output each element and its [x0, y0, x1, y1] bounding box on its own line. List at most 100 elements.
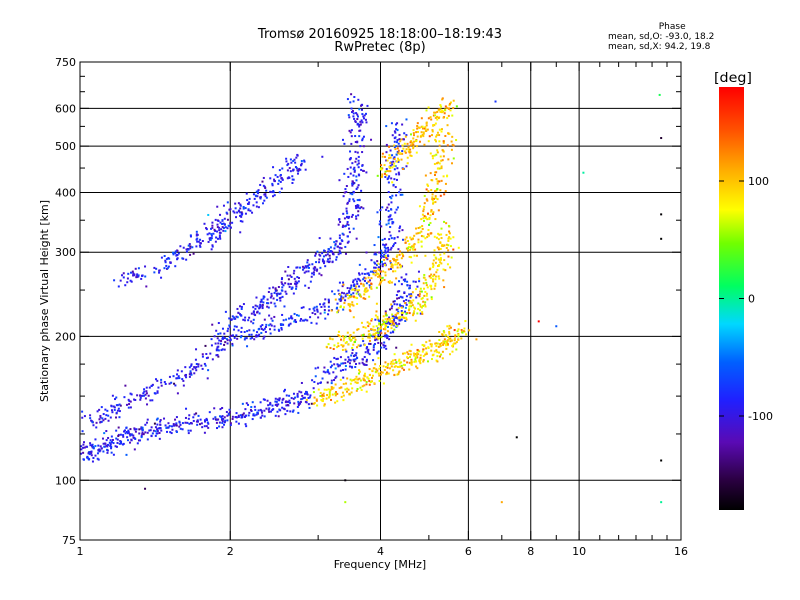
echo-point	[207, 240, 210, 243]
echo-point	[87, 457, 90, 460]
echo-point	[451, 135, 454, 138]
echo-point	[349, 339, 352, 342]
echo-point	[368, 274, 371, 277]
echo-point	[205, 227, 208, 230]
echo-point	[408, 349, 411, 352]
echo-point	[350, 286, 353, 289]
echo-point	[127, 429, 130, 432]
echo-point	[327, 258, 330, 261]
echo-point	[431, 193, 434, 196]
echo-point	[401, 144, 404, 147]
echo-point	[349, 192, 352, 195]
echo-point	[381, 319, 384, 322]
echo-point	[393, 158, 396, 161]
echo-point	[174, 265, 177, 268]
echo-point	[214, 218, 217, 221]
echo-point	[457, 338, 460, 341]
echo-point	[423, 273, 426, 276]
echo-point	[217, 332, 220, 335]
echo-point	[434, 197, 437, 200]
echo-point	[347, 240, 350, 243]
echo-point	[272, 286, 275, 289]
echo-point	[437, 275, 440, 278]
echo-point	[438, 128, 441, 131]
echo-point	[396, 167, 399, 170]
echo-point	[154, 434, 157, 437]
echo-point	[368, 322, 371, 325]
echo-point	[357, 206, 360, 209]
echo-point	[444, 334, 447, 337]
echo-point	[153, 392, 156, 395]
echo-point	[443, 338, 446, 341]
echo-point	[100, 447, 103, 450]
echo-point	[250, 410, 253, 413]
echo-point	[259, 183, 262, 186]
echo-point	[115, 416, 118, 419]
echo-point	[297, 314, 300, 317]
echo-point	[310, 321, 313, 324]
echo-point	[348, 365, 351, 368]
echo-point	[355, 285, 358, 288]
echo-point	[400, 318, 403, 321]
echo-point	[444, 109, 447, 112]
echo-point	[406, 351, 409, 354]
echo-point	[378, 274, 381, 277]
echo-point	[415, 365, 418, 368]
echo-point	[134, 398, 137, 401]
echo-point	[452, 157, 455, 160]
echo-point	[379, 220, 382, 223]
echo-point	[419, 226, 422, 229]
echo-point	[348, 215, 351, 218]
echo-point	[172, 375, 175, 378]
echo-point	[276, 410, 279, 413]
echo-point	[427, 117, 430, 120]
echo-point	[283, 390, 286, 393]
echo-point	[439, 261, 442, 264]
echo-point	[141, 433, 144, 436]
echo-point	[417, 130, 420, 133]
echo-point	[433, 154, 436, 157]
echo-point	[262, 202, 265, 205]
echo-point	[383, 258, 386, 261]
echo-point	[334, 401, 337, 404]
echo-point	[223, 337, 226, 340]
echo-point	[371, 376, 374, 379]
echo-point	[445, 246, 448, 249]
echo-point	[443, 244, 446, 247]
echo-point	[439, 253, 442, 256]
echo-point	[389, 167, 392, 170]
echo-point	[442, 279, 445, 282]
echo-point	[346, 293, 349, 296]
echo-point	[150, 384, 153, 387]
echo-point	[319, 394, 322, 397]
echo-point	[346, 167, 349, 170]
echo-point	[396, 290, 399, 293]
echo-point	[244, 316, 247, 319]
echo-point	[114, 445, 117, 448]
echo-point	[436, 134, 439, 137]
echo-point	[342, 376, 345, 379]
echo-point	[430, 118, 433, 121]
echo-point	[263, 327, 266, 330]
echo-point	[201, 355, 204, 358]
echo-point	[80, 448, 83, 451]
echo-point	[443, 112, 446, 115]
echo-point	[210, 344, 213, 347]
echo-point	[217, 349, 220, 352]
echo-point	[288, 394, 291, 397]
echo-point	[288, 167, 291, 170]
echo-point	[418, 231, 421, 234]
echo-point	[263, 199, 266, 202]
echo-point	[417, 307, 420, 310]
echo-point	[129, 434, 132, 437]
echo-point	[660, 137, 663, 140]
echo-point	[288, 401, 291, 404]
echo-point	[375, 338, 378, 341]
echo-point	[324, 298, 327, 301]
echo-point	[323, 311, 326, 314]
echo-point	[430, 358, 433, 361]
echo-point	[412, 137, 415, 140]
echo-point	[332, 371, 335, 374]
echo-point	[434, 282, 437, 285]
echo-point	[394, 365, 397, 368]
